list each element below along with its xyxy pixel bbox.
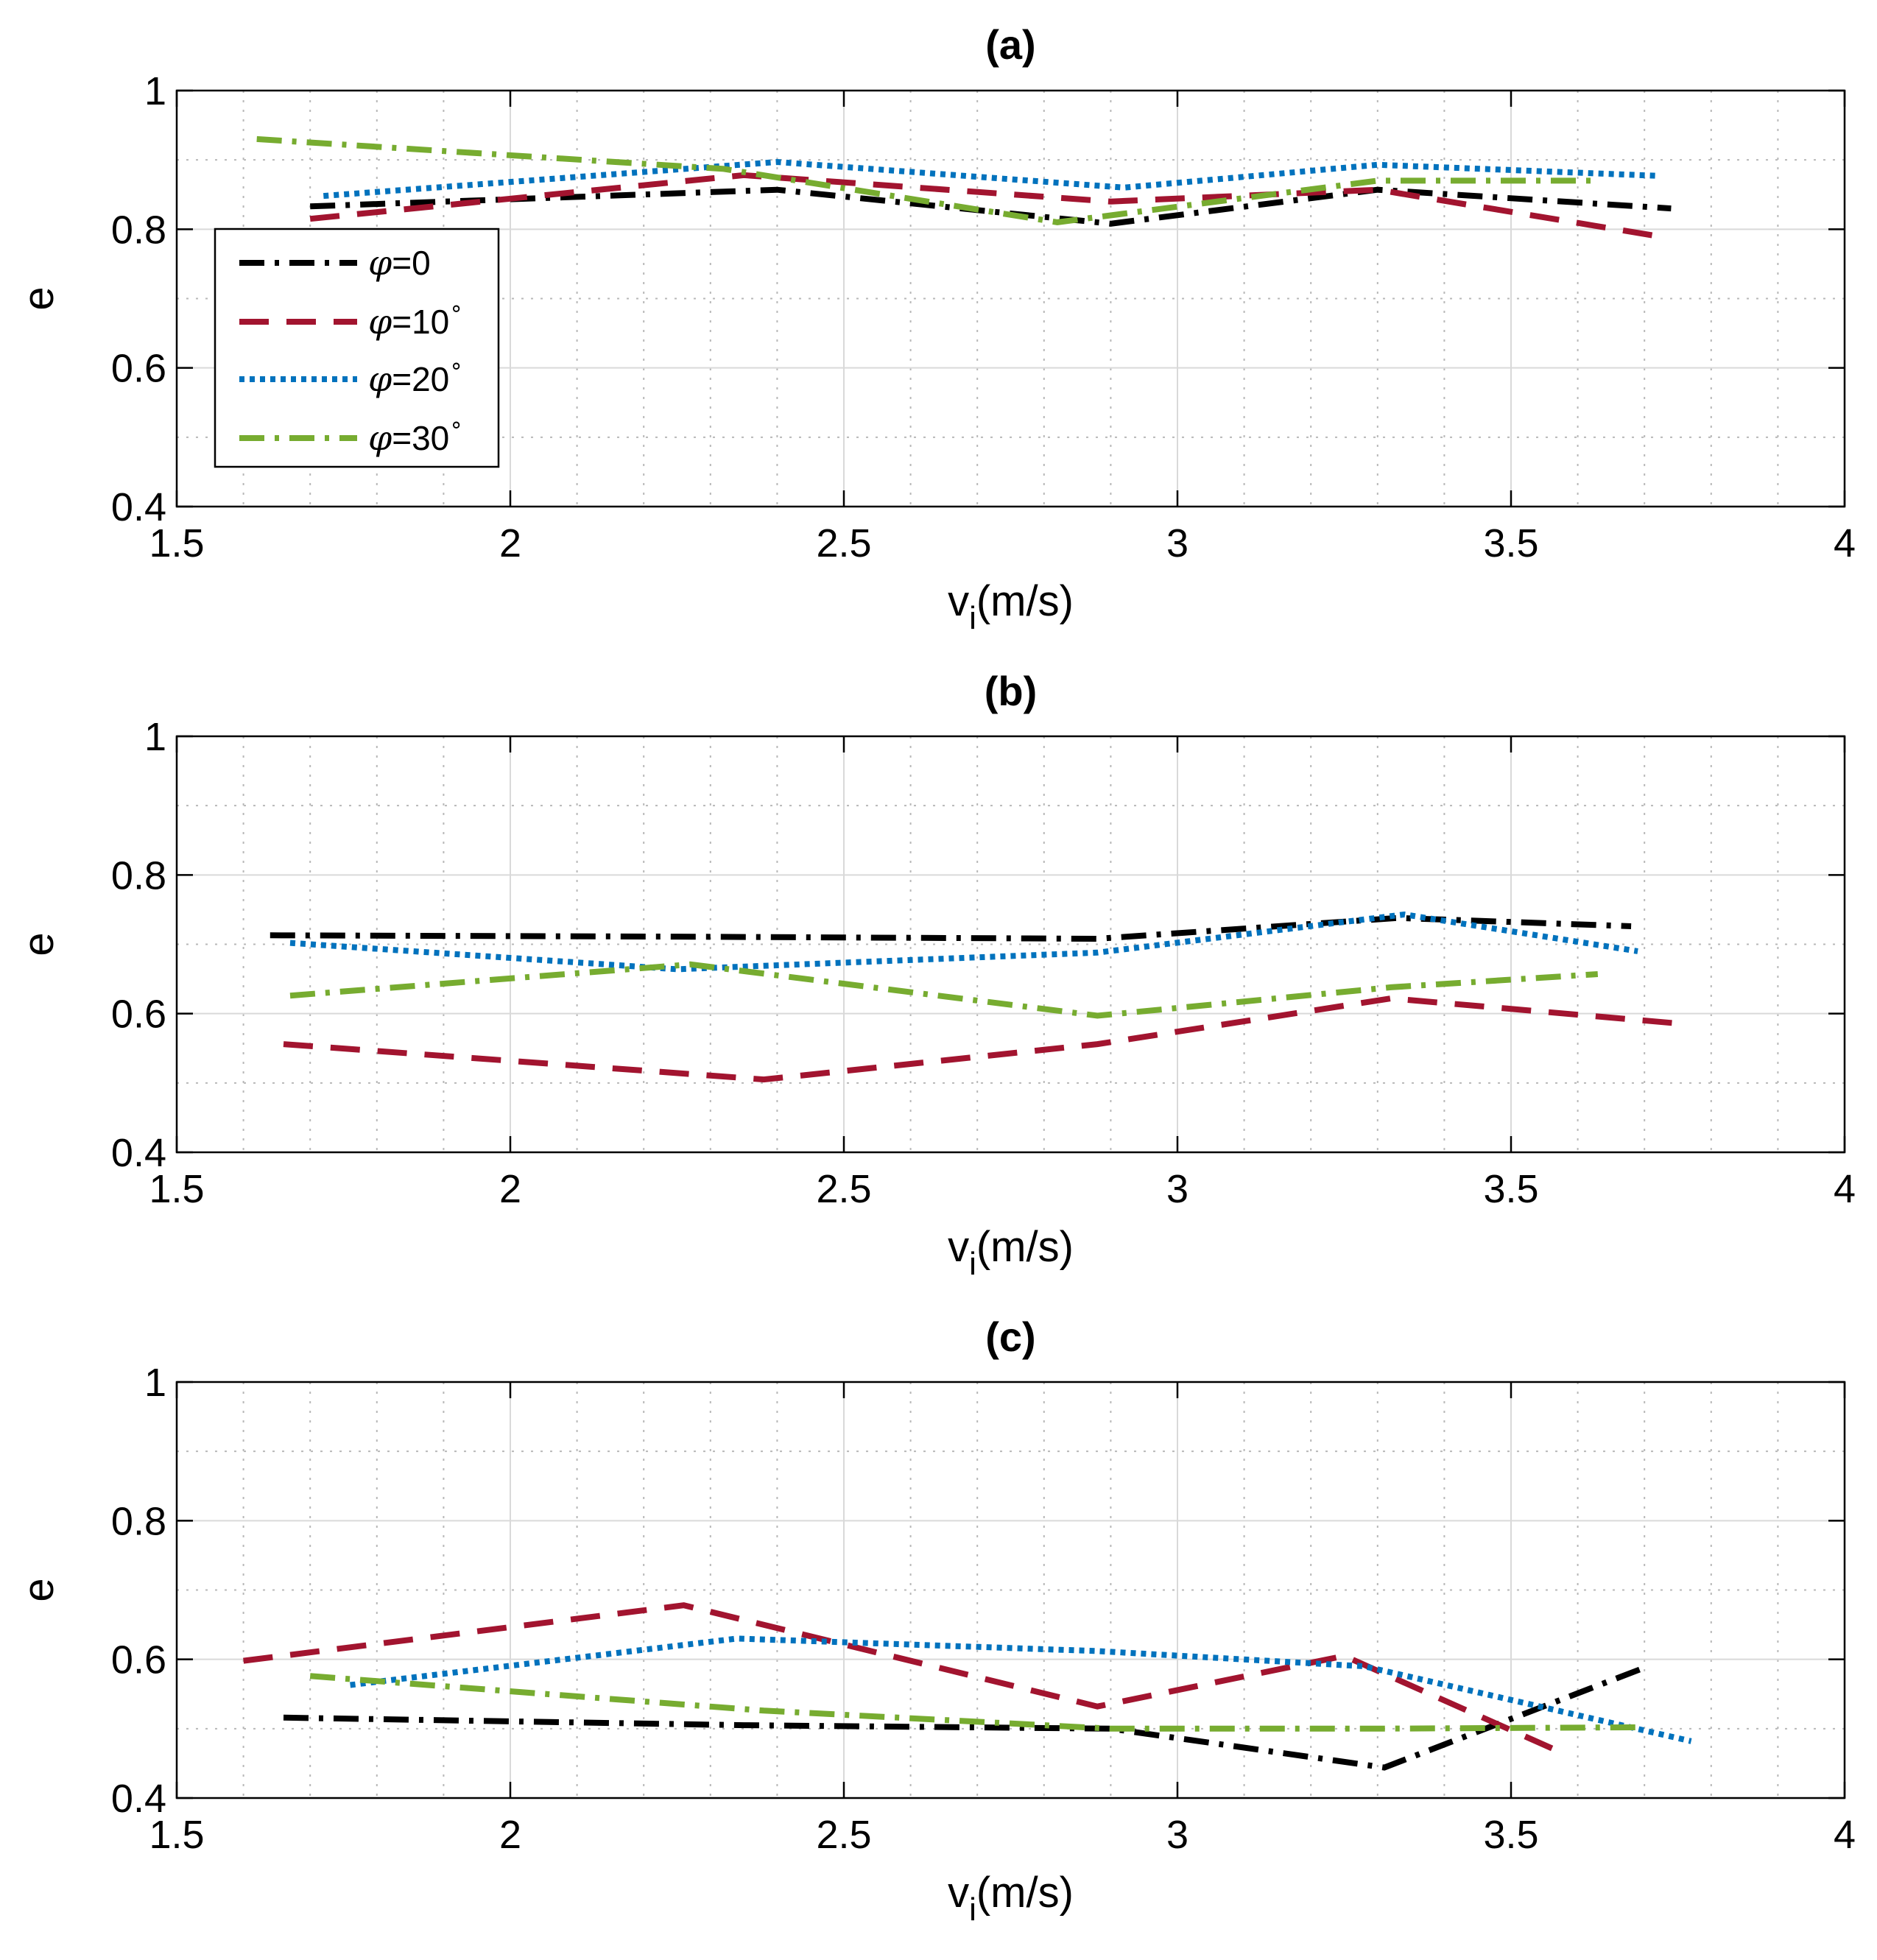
- legend: φ=0 φ=10∘ φ=20∘ φ=30∘: [214, 228, 500, 468]
- series-line-1: [270, 914, 1632, 942]
- chart-panel-3: 1.5 2 2.5 3 3.5 4 0.4 0.6 0.8 1 (c) vi(m/s) e: [15, 1314, 1856, 1928]
- x-tick-label: 2: [499, 1167, 521, 1211]
- x-tick-label: 1.5: [149, 1167, 204, 1211]
- chart-title: (b): [985, 668, 1038, 714]
- series-line-2: [283, 995, 1685, 1083]
- x-tick-label: 3.5: [1483, 521, 1538, 565]
- y-tick-label: 0.4: [111, 1131, 166, 1175]
- series-line-3: [323, 158, 1658, 200]
- axes-frame: [175, 89, 1846, 508]
- chart-panel-1: 1.5 2 2.5 3 3.5 4 0.4 0.6 0.8 1 (a) vi(m/s) e φ=0 φ=10…: [15, 21, 1856, 636]
- x-tick-label: 1.5: [149, 521, 204, 565]
- x-tick-label: 3: [1166, 1167, 1188, 1211]
- minor-grid: [177, 736, 1845, 1152]
- x-tick-label: 2.5: [816, 1813, 871, 1857]
- y-tick-label: 0.4: [111, 485, 166, 529]
- x-tick-label: 4: [1834, 521, 1856, 565]
- y-tick-label: 0.8: [111, 208, 166, 252]
- series-line-4: [256, 135, 1598, 225]
- series-line-3: [350, 1635, 1692, 1744]
- chart-title: (a): [985, 21, 1035, 68]
- x-tick-label: 2.5: [816, 521, 871, 565]
- axes-frame: [175, 735, 1846, 1154]
- series-line-4: [309, 1673, 1645, 1732]
- legend-label-2: φ=10∘: [368, 297, 463, 342]
- y-tick-label: 0.8: [111, 853, 166, 898]
- y-tick-label: 1: [144, 69, 166, 113]
- x-axis-label: vi(m/s): [948, 1223, 1074, 1282]
- series-line-2: [309, 172, 1658, 239]
- series-line-3: [289, 911, 1638, 973]
- x-tick-label: 2: [499, 521, 521, 565]
- y-tick-label: 1: [144, 715, 166, 759]
- y-tick-label: 1: [144, 1361, 166, 1405]
- series-line-2: [243, 1602, 1560, 1754]
- x-tick-label: 3.5: [1483, 1813, 1538, 1857]
- x-tick-label: 4: [1834, 1813, 1856, 1857]
- x-tick-label: 3: [1166, 1813, 1188, 1857]
- x-tick-label: 4: [1834, 1167, 1856, 1211]
- series-line-1: [283, 1665, 1646, 1771]
- legend-label-1: φ=0: [368, 243, 431, 283]
- y-axis-label: e: [15, 286, 63, 310]
- x-tick-label: 3: [1166, 521, 1188, 565]
- y-tick-label: 0.6: [111, 993, 166, 1037]
- x-axis-label: vi(m/s): [948, 1869, 1074, 1928]
- x-tick-label: 3.5: [1483, 1167, 1538, 1211]
- y-tick-label: 0.6: [111, 1638, 166, 1682]
- y-tick-label: 0.6: [111, 347, 166, 391]
- legend-label-3: φ=20∘: [368, 354, 463, 399]
- chart-panel-2: 1.5 2 2.5 3 3.5 4 0.4 0.6 0.8 1 (b) vi(m/s) e: [15, 668, 1856, 1282]
- y-tick-label: 0.4: [111, 1777, 166, 1821]
- x-tick-label: 1.5: [149, 1813, 204, 1857]
- x-axis-label: vi(m/s): [948, 577, 1074, 636]
- legend-label-4: φ=30∘: [368, 413, 463, 458]
- series-line-1: [310, 186, 1672, 227]
- y-axis-label: e: [15, 1578, 63, 1601]
- x-tick-label: 2.5: [816, 1167, 871, 1211]
- y-tick-label: 0.8: [111, 1499, 166, 1543]
- y-axis-label: e: [15, 932, 63, 956]
- series-line-4: [289, 961, 1599, 1019]
- chart-title: (c): [985, 1314, 1035, 1360]
- minor-grid: [177, 1382, 1845, 1798]
- legend-box: [214, 228, 500, 468]
- x-tick-label: 2: [499, 1813, 521, 1857]
- axes-frame: [175, 1381, 1846, 1799]
